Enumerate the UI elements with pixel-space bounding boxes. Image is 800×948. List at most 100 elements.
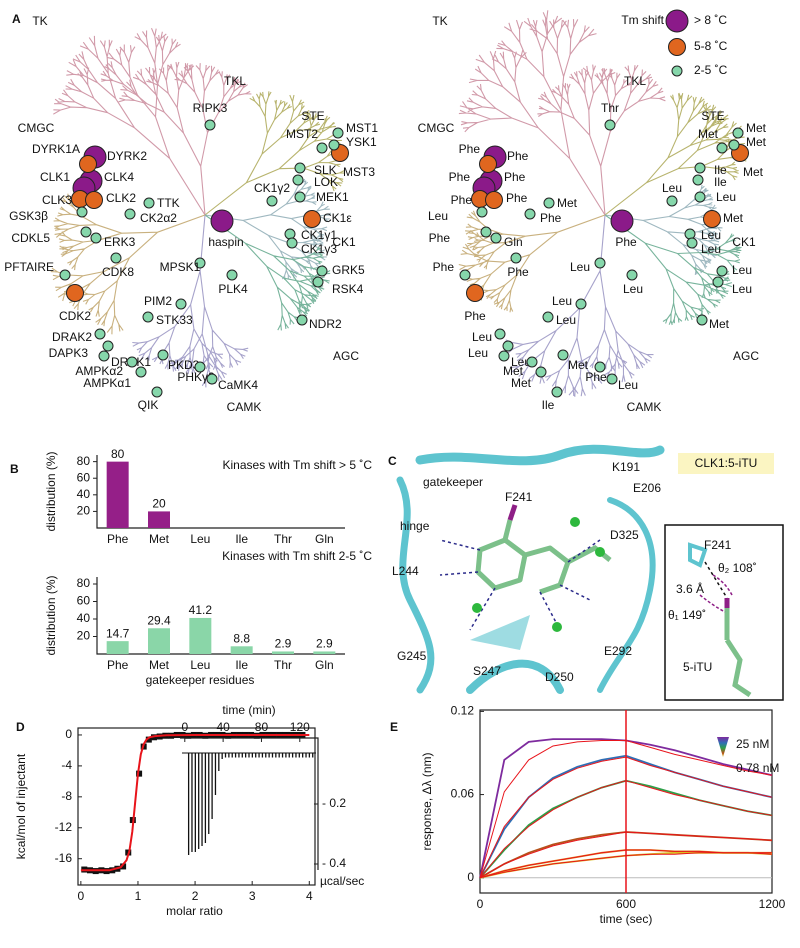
kinase-label: DYRK1A	[32, 142, 80, 156]
kinase-marker	[76, 206, 88, 218]
kinase-marker	[328, 139, 340, 151]
kinase-label: Phe	[504, 170, 526, 184]
tree-branch	[118, 61, 252, 216]
kinase-marker	[102, 340, 114, 352]
kinase-label: CDKL5	[11, 231, 50, 245]
kinase-marker	[206, 373, 218, 385]
legend-title: Tm shift	[621, 13, 664, 27]
y-tick-label: -4	[61, 758, 72, 772]
x-axis-title: molar ratio	[166, 904, 223, 918]
kinase-marker	[703, 210, 721, 228]
kinase-group-label: AGC	[333, 349, 359, 363]
kinase-marker	[604, 119, 616, 131]
y-tick-label: -8	[61, 789, 72, 803]
kinase-label: Leu	[662, 181, 682, 195]
kinase-label: RIPK3	[193, 101, 228, 115]
bar	[106, 641, 129, 654]
panel-label: B	[10, 462, 19, 476]
y-tick-label: 20	[77, 629, 91, 643]
legend-gradient	[717, 737, 729, 757]
y-tick-label: -12	[55, 820, 73, 834]
kinase-marker	[557, 349, 569, 361]
bar	[230, 646, 253, 654]
tree-branch	[204, 91, 346, 216]
bar	[313, 651, 336, 654]
kinase-label: CK2α2	[140, 211, 177, 225]
kinase-marker	[266, 195, 278, 207]
ligand	[502, 519, 612, 565]
kinase-marker	[459, 269, 471, 281]
bar	[148, 628, 170, 654]
kinase-label: CLK3	[42, 193, 72, 207]
axis-line	[180, 737, 319, 870]
kinase-marker	[210, 209, 234, 233]
x-tick-label: 4	[306, 889, 313, 903]
kinase-group-label: TKL	[624, 74, 646, 88]
legend-label: > 8 ˚C	[694, 13, 727, 27]
kinase-marker	[98, 350, 110, 362]
kinase-group-label: STE	[301, 109, 324, 123]
residue-label: hinge	[400, 519, 430, 533]
kinase-label: CK1ε	[323, 211, 352, 225]
structure-panel	[396, 444, 784, 757]
data-point	[145, 736, 152, 743]
residue-label: gatekeeper	[423, 475, 483, 489]
x-tick-label: Thr	[274, 532, 292, 546]
inset-box	[664, 524, 784, 701]
kinase-label: CK1γ1	[301, 228, 337, 242]
kinase-label: QIK	[138, 398, 159, 412]
kinome-trees	[50, 10, 747, 397]
kinase-group-label: CK1	[732, 235, 756, 249]
kinase-marker	[194, 257, 206, 269]
ligand	[475, 537, 571, 595]
plot-frame	[77, 727, 316, 886]
y-tick-label: -16	[55, 851, 73, 865]
x-tick-label: Leu	[190, 532, 210, 546]
residue-label: G245	[397, 649, 427, 663]
kinase-marker	[542, 311, 554, 323]
chart-title: Kinases with Tm shift 2-5 ˚C	[222, 549, 372, 563]
kinase-label: SLK	[314, 163, 337, 177]
kinase-marker	[498, 350, 510, 362]
kinase-marker	[626, 269, 638, 281]
kinase-group-label: CMGC	[418, 121, 455, 135]
kinase-label: Leu	[511, 355, 531, 369]
kinase-marker	[692, 174, 704, 186]
tree-branch	[537, 64, 666, 216]
kinase-label: DYRK2	[107, 149, 147, 163]
inset-label: F241	[704, 538, 732, 552]
kinase-label: Phe	[451, 193, 473, 207]
y-tick-label: 0.12	[451, 704, 475, 718]
water	[472, 603, 482, 613]
x-tick-label: Ile	[235, 532, 248, 546]
tree-branch	[458, 210, 606, 313]
kinase-label: ERK3	[104, 235, 136, 249]
legend-label: 2-5 ˚C	[694, 63, 728, 77]
value-label: 2.9	[275, 637, 292, 651]
kinase-label: PIM2	[144, 294, 172, 308]
kinase-label: Ile	[714, 163, 727, 177]
kinase-group-label: CK1	[332, 235, 356, 249]
x-tick-label: 0	[181, 720, 188, 734]
inset-label: 3.6 Å	[676, 581, 704, 596]
kinase-marker	[686, 237, 698, 249]
kinase-group-label: AGC	[733, 349, 759, 363]
y-axis-title: µcal/sec	[320, 874, 364, 888]
ribbon	[466, 659, 564, 694]
kinase-marker	[66, 284, 84, 302]
iodine	[507, 504, 518, 521]
residue-label: K191	[612, 460, 640, 474]
y-axis-title: kcal/mol of injectant	[14, 753, 28, 859]
kinase-marker	[94, 328, 106, 340]
kinase-marker	[502, 340, 514, 352]
kinase-label: Gln	[504, 235, 523, 249]
kinase-label: LOK	[314, 175, 338, 189]
kinase-label: Phe	[506, 191, 528, 205]
kinase-marker	[226, 269, 238, 281]
axis-line	[96, 577, 345, 655]
y-tick-label: 80	[77, 576, 91, 590]
kinase-label: Phe	[615, 235, 637, 249]
x-axis-title: time (sec)	[600, 912, 653, 926]
fit-line	[80, 734, 310, 872]
kinase-label: Leu	[732, 282, 752, 296]
